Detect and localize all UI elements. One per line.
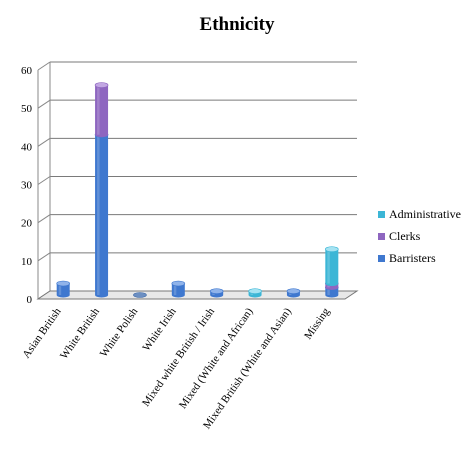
y-tick-label: 30: [21, 180, 33, 192]
bar-administrative-mixed-white-and-african: [248, 288, 262, 298]
bar-clerks-white-british: [94, 82, 109, 138]
legend-item-administrative: Administrative: [378, 207, 461, 221]
gridline-diagonal: [37, 137, 51, 147]
gridlines: [36, 61, 359, 300]
bars: [56, 82, 339, 298]
x-tick-label: Mixed white British / Irish: [140, 305, 217, 408]
y-axis-tick-labels: 0 10 20 30 40 50 60: [21, 65, 33, 306]
legend-item-barristers: Barristers: [378, 251, 436, 265]
y-tick-label: 40: [21, 141, 33, 153]
gridline-diagonal: [37, 252, 51, 262]
x-tick-label: Mixed (White and African): [177, 306, 256, 411]
gridline-diagonal: [37, 61, 51, 71]
y-tick-label: 50: [21, 103, 33, 115]
x-tick-label: Missing: [302, 305, 332, 341]
legend-swatch: [378, 211, 385, 218]
bar-barristers-mixed-white-british-irish: [209, 288, 224, 298]
x-tick-label: White Polish: [98, 305, 141, 359]
y-tick-label: 0: [27, 294, 33, 306]
legend-swatch: [378, 255, 385, 262]
gridline-diagonal: [37, 99, 51, 109]
y-tick-label: 20: [21, 218, 33, 230]
legend: Administrative Clerks Barristers: [378, 207, 461, 265]
chart-floor: [36, 290, 359, 300]
bar-barristers-mixed-british-white-and-asian: [286, 288, 301, 298]
x-tick-label: White British: [58, 305, 102, 361]
bar-barristers-asian-british: [56, 280, 70, 298]
legend-label: Barristers: [389, 251, 436, 265]
y-tick-label: 10: [21, 256, 33, 268]
legend-item-clerks: Clerks: [378, 229, 421, 243]
legend-label: Clerks: [389, 229, 421, 243]
legend-label: Administrative: [389, 207, 461, 221]
gridline-diagonal: [37, 214, 51, 224]
x-tick-label: White Irish: [140, 305, 179, 353]
x-tick-label: Asian British: [20, 305, 64, 360]
bar-stack-white-polish-empty: [133, 292, 147, 298]
bar-barristers-white-british: [94, 131, 109, 298]
bar-barristers-white-irish: [171, 280, 186, 298]
bar-administrative-missing: [325, 246, 339, 287]
chart-title: Ethnicity: [200, 14, 275, 35]
gridline-diagonal: [37, 176, 51, 185]
y-tick-label: 60: [21, 65, 33, 77]
legend-swatch: [378, 233, 385, 240]
